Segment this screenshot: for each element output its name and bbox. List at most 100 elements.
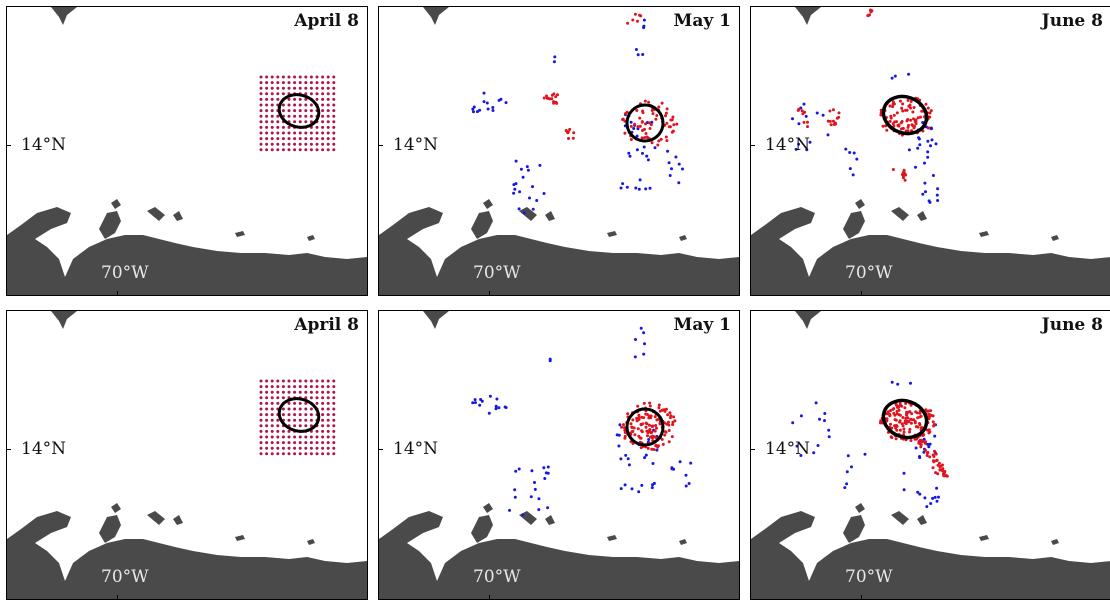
particle [270,81,274,85]
particle [848,167,852,171]
particle [321,429,325,433]
particle [332,407,336,411]
landmass [99,211,121,239]
particle [259,407,263,411]
particle [479,398,483,401]
panel-date-label: June 8 [1041,11,1103,31]
particle [332,435,336,439]
particle [657,105,661,109]
particle [281,435,285,439]
particle [916,490,920,494]
particle [259,142,263,146]
particle [494,407,498,411]
particle [265,418,269,422]
particle [326,435,330,439]
particle [298,97,302,101]
particle [936,199,940,202]
particle [641,109,645,113]
particle [321,396,325,400]
particle [668,411,672,415]
particle [932,459,936,463]
particle [332,429,336,433]
particle [259,418,263,422]
island [1001,569,1013,579]
island [679,235,687,241]
particle [678,460,682,464]
particle [564,129,568,132]
particle [684,473,688,477]
particle [326,413,330,417]
particle [332,125,336,129]
particle [812,451,816,455]
particle [287,97,291,101]
particle [623,434,627,438]
particle [259,441,263,445]
particle [321,120,325,124]
eddy-boundary [277,397,321,433]
particle [287,103,291,107]
particle [332,75,336,79]
particle [265,109,269,113]
particle [521,513,525,517]
particle [550,97,554,101]
island [483,503,493,513]
particle [902,471,906,475]
latitude-label: 14°N [393,135,439,155]
particle [936,472,940,476]
island [257,265,269,275]
particle [309,114,313,118]
particle [259,148,263,152]
particle [287,75,291,79]
particle [622,426,626,430]
particle [648,401,652,405]
particle [533,481,536,484]
particle [326,86,330,90]
particle [475,110,479,114]
particle [636,427,640,431]
particle [925,454,929,457]
particle [309,435,313,439]
particle [265,120,269,124]
particle [640,136,644,140]
particle [889,422,892,426]
particle [665,107,669,111]
particle [660,101,664,105]
particle [304,435,308,439]
particle [276,114,280,118]
particle [298,435,302,439]
particle [521,175,525,179]
particle [634,186,638,190]
particle [514,469,518,473]
particle [265,103,269,107]
particle [270,103,274,107]
particle [276,385,280,389]
landmass [471,515,493,543]
particle [259,125,263,129]
particle [895,409,899,413]
particle [293,81,297,85]
particle [651,112,655,116]
particle [920,109,924,113]
particle [265,142,269,146]
particle [625,110,629,114]
particle [508,508,511,512]
particle [287,390,291,394]
particle [668,174,672,177]
particle [321,103,325,107]
particle [332,424,336,428]
particle [898,402,902,406]
particle [293,424,297,428]
particle [655,114,659,117]
particle [885,418,889,422]
particle [802,102,806,106]
particle [265,379,269,383]
particle [637,490,641,494]
particle [922,437,926,441]
particle [921,434,925,437]
longitude-label: 70°W [473,263,521,283]
particle [666,149,670,153]
particle [326,446,330,450]
particle [921,192,925,196]
particle [653,146,657,150]
particle [326,114,330,118]
